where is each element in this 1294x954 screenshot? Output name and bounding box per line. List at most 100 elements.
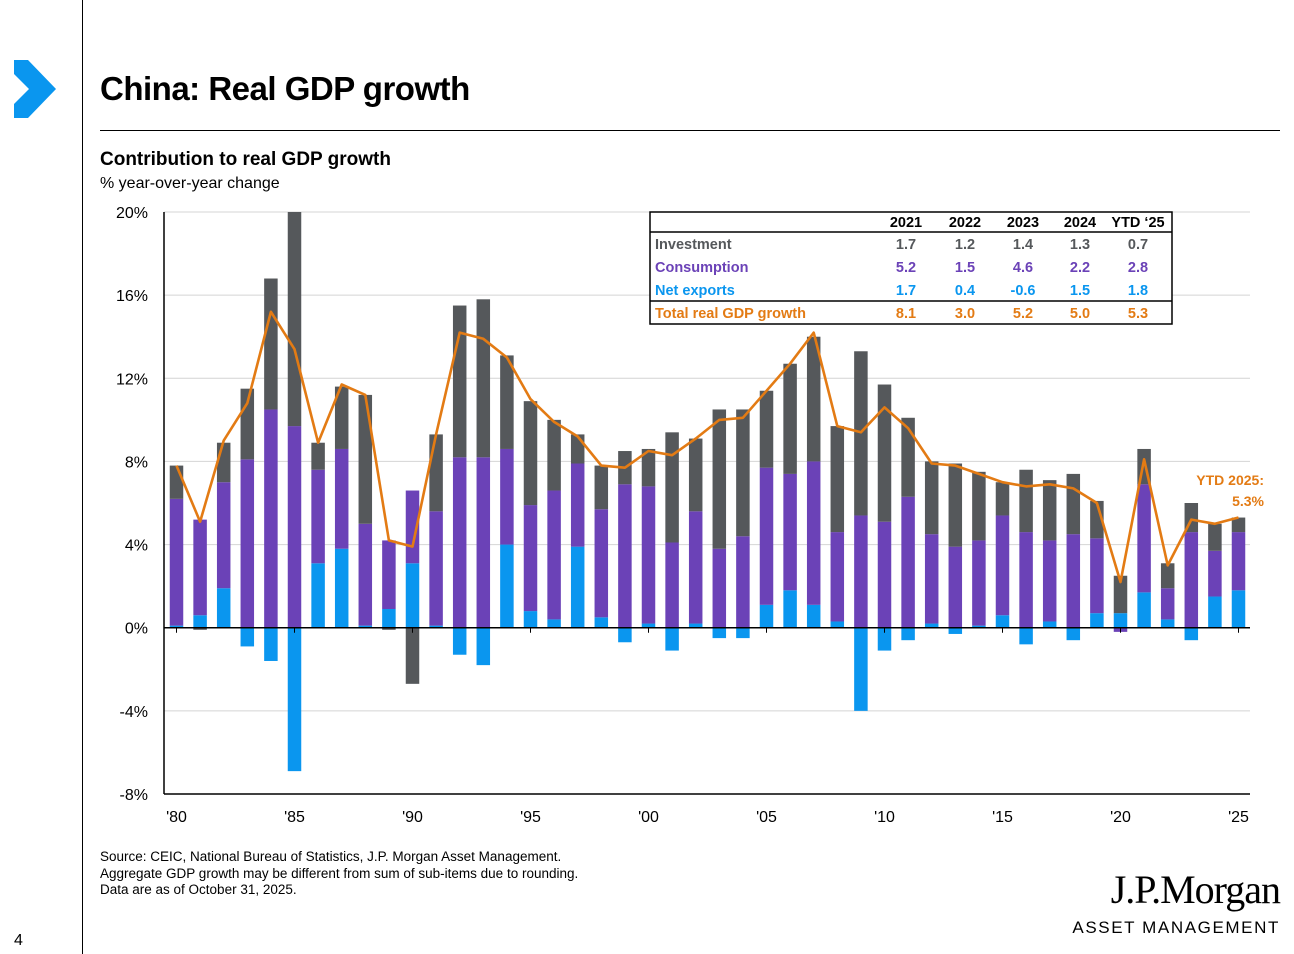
bar-consumption — [240, 459, 255, 628]
bar-investment — [901, 417, 915, 497]
bar-net-exports — [429, 625, 443, 628]
bar-investment — [476, 299, 491, 458]
bar-net-exports — [1113, 613, 1128, 628]
bar-net-exports — [240, 627, 255, 647]
y-tick-label: -8% — [120, 787, 148, 804]
bar-net-exports — [995, 615, 1010, 628]
bar-net-exports — [641, 623, 656, 628]
table-cell: 2.2 — [1070, 260, 1090, 276]
bar-net-exports — [877, 627, 892, 651]
bar-net-exports — [382, 609, 396, 628]
table-cell: 1.4 — [1013, 237, 1033, 253]
bar-net-exports — [358, 625, 373, 628]
bar-net-exports — [1231, 590, 1246, 628]
bar-investment — [641, 448, 656, 487]
bar-net-exports — [806, 604, 821, 628]
table-row-label: Net exports — [655, 283, 735, 299]
table-cell: -0.6 — [1011, 283, 1036, 299]
bar-consumption — [523, 505, 538, 612]
bar-investment — [358, 394, 373, 524]
logo-subtitle: ASSET MANAGEMENT — [1072, 918, 1280, 937]
bar-investment — [405, 627, 420, 684]
bar-investment — [1066, 473, 1081, 535]
bar-consumption — [570, 463, 585, 547]
bar-consumption — [759, 467, 774, 605]
bar-net-exports — [665, 627, 679, 651]
bar-consumption — [287, 426, 302, 628]
bar-investment — [665, 432, 679, 543]
bar-net-exports — [948, 627, 963, 634]
table-header-cell: YTD ‘25 — [1111, 215, 1164, 231]
source-note: Source: CEIC, National Bureau of Statist… — [100, 849, 578, 899]
bar-net-exports — [759, 604, 774, 628]
bar-investment — [264, 278, 278, 410]
bar-net-exports — [1208, 596, 1222, 628]
bar-net-exports — [901, 627, 915, 641]
bar-net-exports — [854, 627, 868, 711]
table-cell: 4.6 — [1013, 260, 1033, 276]
bar-consumption — [476, 457, 491, 628]
bar-investment — [169, 465, 184, 499]
ytd-annotation-label: YTD 2025: — [1196, 472, 1264, 488]
bar-consumption — [264, 409, 278, 628]
table-cell: 0.7 — [1128, 237, 1148, 253]
bar-consumption — [1090, 538, 1104, 614]
bar-investment — [382, 627, 396, 630]
table-cell: 1.2 — [955, 237, 975, 253]
y-tick-label: 4% — [125, 538, 148, 555]
bar-investment — [759, 390, 774, 468]
bar-net-exports — [405, 563, 420, 628]
x-tick-label: '10 — [874, 809, 895, 826]
bar-net-exports — [618, 627, 632, 643]
page-number: 4 — [14, 932, 23, 949]
table-cell: 1.5 — [1070, 283, 1090, 299]
bar-investment — [1019, 469, 1033, 533]
x-tick-label: '25 — [1228, 809, 1249, 826]
table-row-label: Total real GDP growth — [655, 306, 806, 322]
bar-consumption — [924, 534, 939, 624]
x-tick-label: '00 — [638, 809, 659, 826]
jpmorgan-logo: J.P.Morgan — [1110, 867, 1281, 912]
bar-investment — [712, 409, 727, 549]
source-line: Source: CEIC, National Bureau of Statist… — [100, 849, 562, 864]
table-cell: 1.3 — [1070, 237, 1090, 253]
bar-investment — [547, 419, 561, 491]
bar-net-exports — [476, 627, 491, 666]
bar-consumption — [1066, 534, 1081, 628]
bar-consumption — [901, 496, 915, 628]
bar-net-exports — [547, 619, 561, 628]
table-cell: 1.7 — [896, 283, 916, 299]
bar-consumption — [712, 548, 727, 628]
bar-net-exports — [500, 544, 514, 628]
bar-net-exports — [972, 625, 986, 628]
table-cell: 5.0 — [1070, 306, 1090, 322]
total-gdp-line — [175, 310, 1239, 584]
bar-investment — [287, 212, 302, 427]
bar-investment — [193, 627, 207, 630]
bar-consumption — [358, 523, 373, 626]
bar-consumption — [1231, 532, 1246, 591]
table-cell: 1.8 — [1128, 283, 1148, 299]
y-tick-label: 0% — [125, 621, 148, 638]
bar-net-exports — [594, 617, 609, 628]
bar-investment — [806, 336, 821, 462]
bar-consumption — [948, 546, 963, 628]
bar-consumption — [216, 482, 231, 589]
bar-consumption — [193, 519, 207, 616]
bar-net-exports — [1042, 621, 1057, 628]
y-tick-label: -4% — [120, 704, 148, 721]
y-tick-label: 8% — [125, 454, 148, 471]
bar-investment — [995, 482, 1010, 516]
bar-consumption — [311, 469, 325, 564]
bar-investment — [311, 442, 325, 470]
bar-net-exports — [193, 615, 207, 628]
table-row-label: Consumption — [655, 260, 748, 276]
table-header-cell: 2023 — [1007, 215, 1039, 231]
bar-investment — [523, 401, 538, 506]
table-row-label: Investment — [655, 237, 732, 253]
bar-consumption — [382, 540, 396, 610]
bar-investment — [334, 386, 349, 449]
bar-net-exports — [1090, 613, 1104, 628]
bar-investment — [688, 438, 703, 512]
